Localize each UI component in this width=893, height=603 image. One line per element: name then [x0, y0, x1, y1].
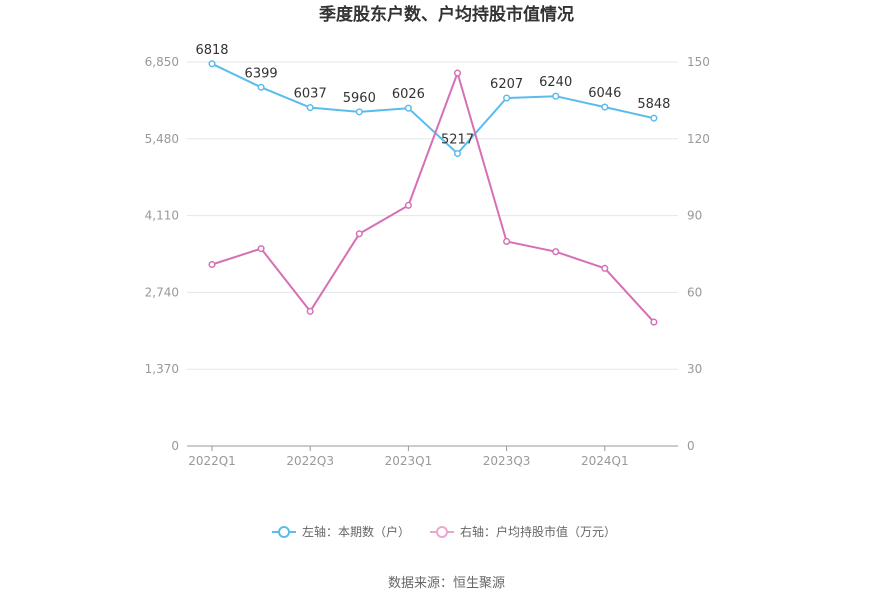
y-right-tick-label: 60 [687, 285, 702, 299]
data-point [552, 92, 560, 100]
data-point [355, 230, 363, 238]
legend-label: 左轴：本期数（户） [302, 524, 410, 539]
y-right-tick-label: 120 [687, 132, 710, 146]
series-line-right [211, 72, 655, 323]
data-labels: 6818 6399 6037 5960 6026 5217 6207 6240 6046 5848 [195, 43, 670, 148]
data-point [306, 307, 314, 315]
data-point [650, 114, 658, 122]
data-point [208, 60, 216, 68]
grid [187, 61, 678, 370]
data-point [650, 318, 658, 326]
chart-title: 季度股东户数、户均持股市值情况 [319, 4, 574, 25]
data-point [503, 237, 511, 246]
y-right-tick-label: 0 [687, 439, 695, 453]
data-label: 6818 [195, 43, 228, 58]
y-left-tick-label: 6,850 [145, 55, 179, 69]
x-tick-label: 2023Q1 [385, 454, 433, 468]
y-right-tick-label: 90 [687, 209, 702, 223]
x-tick-label: 2022Q1 [188, 454, 236, 468]
data-label: 6240 [539, 75, 572, 90]
source-text: 数据来源：恒生聚源 [388, 576, 505, 591]
x-tick-label: 2022Q3 [286, 454, 334, 468]
data-point [355, 108, 363, 116]
data-point [404, 104, 412, 112]
data-point [552, 248, 560, 256]
x-tick-label: 2024Q1 [581, 454, 629, 468]
legend-marker [278, 526, 290, 538]
data-point [306, 104, 314, 112]
y-left-tick-label: 0 [171, 439, 179, 453]
data-point [601, 264, 609, 272]
legend-label: 右轴：户均持股市值（万元） [460, 524, 616, 539]
y-right-tick-label: 30 [687, 362, 702, 376]
x-tick-label: 2023Q3 [483, 454, 531, 468]
legend-item[interactable]: 左轴：本期数（户） [272, 524, 410, 539]
data-label: 6207 [490, 77, 523, 92]
y-left-tick-label: 5,480 [145, 132, 179, 146]
data-point [257, 245, 265, 253]
y-left-tick-label: 2,740 [145, 285, 179, 299]
series-line-left [211, 62, 655, 155]
legend-item[interactable]: 右轴：户均持股市值（万元） [430, 524, 616, 539]
legend: 左轴：本期数（户） 右轴：户均持股市值（万元） [272, 524, 616, 539]
data-label: 6026 [392, 87, 425, 102]
data-point [453, 149, 462, 158]
data-label: 6037 [294, 87, 327, 102]
data-point [601, 103, 609, 111]
data-point [453, 69, 462, 77]
y-left-tick-label: 1,370 [145, 362, 179, 376]
y-right-tick-label: 150 [687, 55, 710, 69]
axes: 0 0 1,370 30 2,740 60 4,110 90 5,480 120 6,850 150 2… [145, 55, 710, 468]
data-label: 6046 [588, 86, 621, 101]
series [208, 60, 658, 326]
data-label: 5848 [637, 97, 670, 112]
legend-marker [436, 526, 448, 538]
data-label: 6399 [245, 66, 278, 81]
data-point [404, 201, 412, 209]
data-point [257, 83, 265, 91]
y-left-tick-label: 4,110 [145, 209, 179, 223]
data-label: 5960 [343, 91, 376, 106]
data-point [503, 94, 511, 102]
data-point [208, 260, 216, 269]
data-label: 5217 [441, 133, 474, 148]
